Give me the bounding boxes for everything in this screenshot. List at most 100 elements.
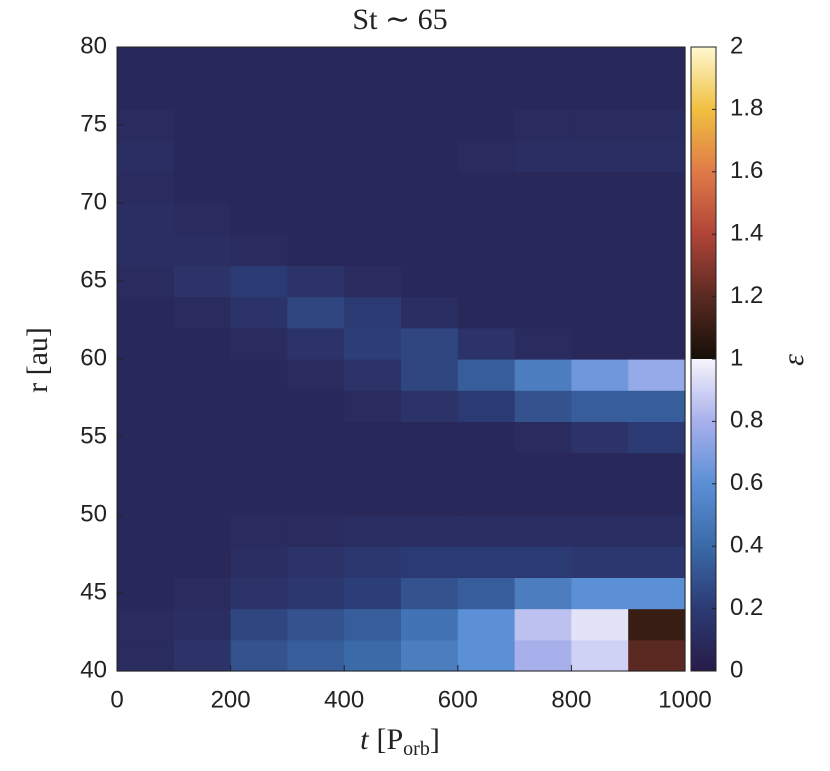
y-tick-label: 70 xyxy=(80,188,107,215)
heat-cell xyxy=(344,47,402,79)
heat-cell xyxy=(514,140,572,173)
heat-cell xyxy=(173,546,232,578)
heat-cell xyxy=(571,421,629,454)
x-axis-label: t [Porb] xyxy=(360,723,440,760)
heat-cell xyxy=(230,327,288,360)
heat-cell xyxy=(628,546,686,578)
heat-cell xyxy=(571,296,629,329)
colorbar-tick-label: 0.8 xyxy=(730,407,763,434)
heat-cell xyxy=(514,359,572,391)
heat-cell xyxy=(230,546,288,578)
heat-cell xyxy=(117,452,175,485)
heat-cell xyxy=(230,577,288,610)
heat-cell xyxy=(628,234,686,266)
heat-cell xyxy=(457,327,516,360)
heat-cell xyxy=(287,171,345,204)
heat-cell xyxy=(457,483,516,516)
y-tick-label: 40 xyxy=(80,656,107,683)
heat-cell xyxy=(457,546,516,578)
y-tick-label: 60 xyxy=(80,344,107,371)
heat-cell xyxy=(173,265,232,298)
heat-cell xyxy=(117,171,175,204)
heat-cell xyxy=(401,171,459,204)
heat-cell xyxy=(457,78,516,110)
colorbar-tick-label: 1.8 xyxy=(730,95,763,122)
x-tick-label: 800 xyxy=(551,686,591,713)
heat-cell xyxy=(628,421,686,454)
colorbar-label: ε xyxy=(777,354,810,366)
heat-cell xyxy=(344,452,402,485)
heat-cell xyxy=(628,78,686,110)
heat-cell xyxy=(173,390,232,422)
colorbar-tick-label: 1.2 xyxy=(730,282,763,309)
heat-cell xyxy=(287,327,345,360)
heat-cell xyxy=(514,265,572,298)
heat-cell xyxy=(173,171,232,204)
colorbar-tick-label: 1 xyxy=(730,344,743,371)
heat-cell xyxy=(457,452,516,485)
heat-cell xyxy=(287,78,345,110)
heat-cell xyxy=(117,608,175,641)
heat-cell xyxy=(117,577,175,610)
heat-cell xyxy=(514,515,572,547)
heat-cell xyxy=(514,296,572,329)
heat-cell xyxy=(173,203,232,235)
heat-cell xyxy=(514,546,572,578)
heat-cell xyxy=(571,109,629,142)
heat-cell xyxy=(230,639,288,672)
heat-cell xyxy=(571,390,629,422)
heat-cell xyxy=(173,296,232,329)
heat-cell xyxy=(117,78,175,110)
heat-cell xyxy=(230,265,288,298)
heat-cell xyxy=(117,546,175,578)
heat-cell xyxy=(230,296,288,329)
heat-cell xyxy=(117,140,175,173)
heat-cell xyxy=(230,421,288,454)
heat-cell xyxy=(287,546,345,578)
heat-cell xyxy=(287,109,345,142)
x-tick-label: 400 xyxy=(324,686,364,713)
heat-cell xyxy=(457,359,516,391)
heat-cell xyxy=(401,546,459,578)
heat-cell xyxy=(571,171,629,204)
colorbar-tick-label: 0.2 xyxy=(730,594,763,621)
y-tick-label: 45 xyxy=(80,578,107,605)
colorbar-tick-label: 1.4 xyxy=(730,220,763,247)
heat-cell xyxy=(628,140,686,173)
heat-cell xyxy=(571,546,629,578)
heat-cell xyxy=(401,577,459,610)
heat-cell xyxy=(173,234,232,266)
heat-cell xyxy=(230,483,288,516)
heat-cell xyxy=(628,515,686,547)
heat-cell xyxy=(230,171,288,204)
heat-cell xyxy=(571,203,629,235)
heat-cell xyxy=(287,296,345,329)
heat-cell xyxy=(628,639,686,672)
heat-cell xyxy=(344,639,402,672)
heat-cell xyxy=(344,390,402,422)
heat-cell xyxy=(230,452,288,485)
heat-cell xyxy=(514,577,572,610)
x-tick-label: 600 xyxy=(438,686,478,713)
heat-cell xyxy=(230,109,288,142)
heat-cell xyxy=(628,265,686,298)
heat-cell xyxy=(287,234,345,266)
chart-title: St ∼ 65 xyxy=(352,3,447,36)
heat-cell xyxy=(514,452,572,485)
heat-cell xyxy=(230,359,288,391)
heat-cell xyxy=(571,78,629,110)
heat-cell xyxy=(287,483,345,516)
y-axis-label: r [au] xyxy=(21,327,54,393)
heat-cell xyxy=(457,47,516,79)
heat-cell xyxy=(173,327,232,360)
heat-cell xyxy=(230,140,288,173)
heat-cell xyxy=(230,203,288,235)
y-tick-label: 55 xyxy=(80,422,107,449)
heat-cell xyxy=(401,421,459,454)
heat-cell xyxy=(401,140,459,173)
heat-cell xyxy=(571,359,629,391)
heat-cell xyxy=(117,390,175,422)
heat-cell xyxy=(401,47,459,79)
heat-cell xyxy=(571,639,629,672)
